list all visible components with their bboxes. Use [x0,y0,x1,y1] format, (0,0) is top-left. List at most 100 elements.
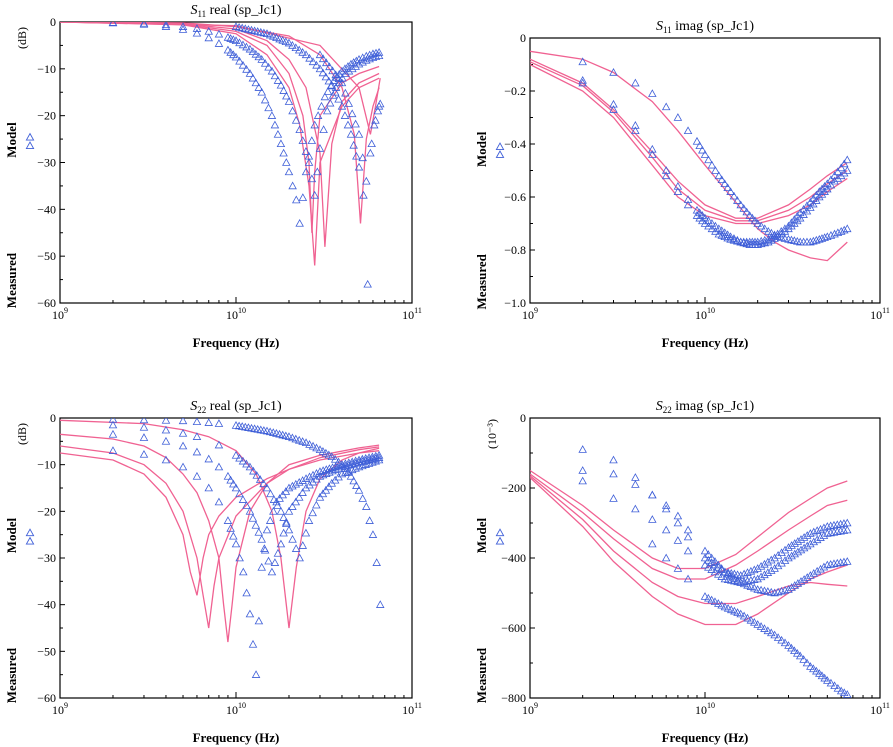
measured-point [700,560,710,569]
measured-point [743,576,752,585]
measured-point [777,558,786,567]
measured-point [739,204,748,212]
measured-point [833,527,842,536]
measured-point [354,485,364,494]
measured-point [307,174,317,183]
measured-point [773,550,783,559]
measured-point [726,187,735,195]
measured-point [631,504,640,513]
measured-point [242,501,251,509]
measured-point [269,495,279,503]
measured-point [344,458,354,467]
measured-point [826,521,835,530]
measured-point [337,101,347,110]
measured-point [264,103,273,112]
measured-point [790,219,799,227]
measured-point [248,47,258,56]
measured-point [777,635,786,644]
measured-point [707,565,716,573]
y-axis-label-model: Model [474,131,489,167]
measured-point [773,587,783,596]
measured-point [231,52,241,61]
measured-point [733,196,742,204]
measured-point [354,462,364,471]
y-axis-label-model: Model [4,518,19,554]
measured-point [231,36,241,45]
measured-point [648,539,657,548]
measured-point [270,558,280,566]
measured-series [108,446,384,678]
measured-point [295,218,304,227]
measured-point [298,48,307,56]
measured-point [839,557,849,566]
measured-point [291,195,301,204]
measured-point [836,163,846,172]
measured-point [756,239,766,248]
measured-point [829,520,839,529]
measured-point [331,465,340,473]
measured-point [304,516,314,524]
measured-point [313,167,322,176]
measured-point [254,52,264,61]
measured-point [609,469,618,478]
legend-measured-marker [495,528,505,537]
y-tick-label: −20 [37,504,56,518]
model-series-line [60,445,380,629]
measured-point [337,78,347,87]
measured-point [358,461,367,470]
measured-point [787,551,796,560]
measured-point [344,99,354,107]
x-axis-label: Frequency (Hz) [193,335,280,350]
measured-point [368,454,377,463]
measured-point [305,53,314,62]
measured-point [700,553,710,562]
measured-point [371,48,381,57]
model-series-line [60,22,380,266]
measured-point [842,155,852,164]
measured-point [235,38,244,47]
measured-point [139,22,149,27]
measured-point [298,437,307,445]
measured-point [770,630,779,639]
measured-point [817,234,827,242]
measured-point [139,433,149,441]
measured-point [108,418,118,423]
measured-point [248,639,258,648]
title-text: imag (sp_Jc1) [672,19,755,34]
measured-point [799,575,809,583]
y-tick-label: −600 [501,621,526,635]
measured-point [836,227,846,235]
measured-point [368,49,378,58]
measured-point [767,235,776,244]
measured-point [178,418,188,425]
measured-point [830,229,839,238]
y-tick-label: −60 [37,296,56,310]
measured-point [784,553,793,562]
measured-point [259,479,268,488]
measured-point [371,454,381,462]
measured-point [661,171,671,180]
measured-point [139,449,149,458]
measured-point [661,102,671,111]
measured-point [310,120,319,129]
measured-point [739,577,749,586]
measured-point [288,106,297,115]
measured-point [784,585,793,593]
measured-point [661,504,671,513]
measured-point [683,525,693,534]
measured-point [578,75,587,84]
measured-point [806,529,815,537]
measured-point [267,66,277,75]
measured-point [282,158,291,166]
measured-point [760,559,769,568]
measured-point [364,455,374,464]
measured-point [362,502,371,510]
measured-point [826,180,836,189]
measured-point [720,179,729,188]
measured-point [282,519,291,528]
measured-point [777,548,786,557]
measured-point [235,453,244,462]
x-tick-base: 10 [226,703,238,717]
measured-point [291,43,301,52]
